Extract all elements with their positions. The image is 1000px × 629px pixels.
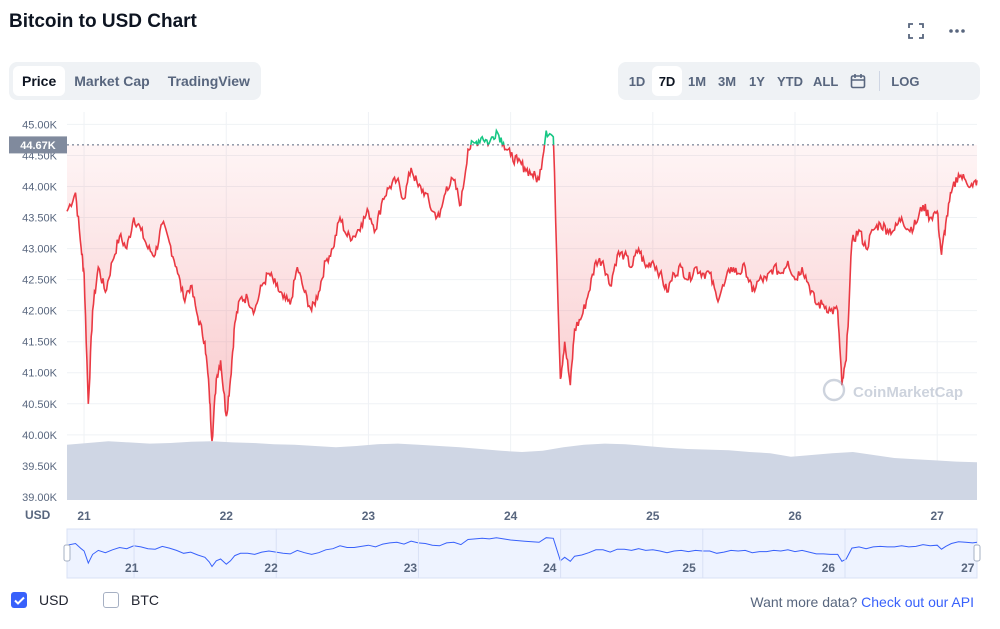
date-picker-button[interactable] [843, 66, 873, 96]
tab-price[interactable]: Price [13, 66, 66, 96]
y-tick-label: 39.50K [22, 461, 58, 473]
y-tick-label: 41.00K [22, 368, 58, 380]
navigator-tick-label: 21 [125, 561, 139, 575]
navigator-right-handle[interactable] [973, 544, 981, 562]
navigator-labels: 21 22 23 24 25 26 27 [125, 561, 975, 575]
chart-type-tabs: Price Market Cap TradingView [9, 62, 261, 100]
y-tick-label: 45.00K [22, 119, 58, 131]
y-tick-label: 43.00K [22, 244, 58, 256]
y-tick-label: 44.50K [22, 150, 58, 162]
volume-area [67, 441, 977, 500]
range-3m[interactable]: 3M [717, 73, 737, 89]
x-tick-label: 27 [931, 509, 945, 523]
btc-checkbox[interactable] [103, 592, 119, 608]
time-range-selector: 1D 7D 1M 3M 1Y YTD ALL LOG [618, 62, 980, 100]
coinmarketcap-logo-icon [822, 378, 846, 402]
watermark-text: CoinMarketCap [853, 384, 963, 401]
usd-label: USD [39, 592, 69, 608]
tab-market-cap[interactable]: Market Cap [74, 73, 150, 89]
usd-checkbox[interactable] [11, 592, 27, 608]
navigator-tick-label: 24 [543, 561, 557, 575]
x-axis-labels: 21 22 23 24 25 26 27 [77, 509, 944, 523]
x-tick-label: 25 [646, 509, 660, 523]
api-link[interactable]: Check out our API [861, 594, 974, 610]
y-tick-label: 44.00K [22, 181, 58, 193]
watermark: CoinMarketCap [822, 378, 963, 402]
navigator-tick-label: 26 [822, 561, 836, 575]
range-1y[interactable]: 1Y [749, 73, 765, 89]
x-tick-label: 23 [362, 509, 376, 523]
range-divider [879, 71, 881, 91]
navigator-grid [133, 529, 846, 578]
more-icon [949, 29, 965, 33]
range-1d[interactable]: 1D [628, 73, 646, 89]
x-tick-label: 24 [504, 509, 518, 523]
range-7d[interactable]: 7D [652, 66, 682, 96]
navigator-tick-label: 22 [264, 561, 278, 575]
api-text: Want more data? [750, 594, 858, 610]
y-tick-label: 43.50K [22, 213, 58, 225]
btc-option[interactable]: BTC [103, 592, 159, 608]
x-tick-label: 21 [77, 509, 91, 523]
current-price-tag: 44.67K [9, 136, 67, 154]
calendar-icon [850, 74, 866, 89]
api-promo: Want more data? Check out our API [750, 594, 974, 610]
price-chart: 45.00K 44.50K 44.00K 43.50K 43.00K 42.50K 42.0… [9, 112, 981, 579]
navigator-tick-label: 25 [682, 561, 696, 575]
fullscreen-icon [908, 23, 924, 39]
check-icon [13, 596, 25, 605]
x-tick-label: 22 [220, 509, 234, 523]
log-toggle[interactable]: LOG [891, 73, 920, 89]
y-tick-label: 39.00K [22, 492, 58, 504]
range-ytd[interactable]: YTD [777, 73, 803, 89]
y-tick-label: 40.00K [22, 430, 58, 442]
x-tick-label: 26 [788, 509, 802, 523]
tab-tradingview[interactable]: TradingView [167, 73, 250, 89]
more-button[interactable] [946, 20, 968, 42]
y-axis-labels: 45.00K 44.50K 44.00K 43.50K 43.00K 42.50K 42.0… [22, 119, 58, 503]
navigator-tick-label: 27 [961, 561, 975, 575]
range-navigator[interactable]: 21 22 23 24 25 26 27 [63, 528, 981, 579]
y-axis-unit: USD [25, 508, 51, 522]
y-tick-label: 42.50K [22, 275, 58, 287]
btc-label: BTC [131, 592, 159, 608]
navigator-line [66, 537, 978, 568]
y-tick-label: 40.50K [22, 399, 58, 411]
current-price-label: 44.67K [20, 140, 56, 152]
navigator-left-handle[interactable] [63, 544, 71, 562]
price-fill-area [67, 144, 977, 441]
range-1m[interactable]: 1M [687, 73, 707, 89]
page-title: Bitcoin to USD Chart [9, 11, 197, 32]
fullscreen-button[interactable] [905, 20, 927, 42]
y-tick-label: 41.50K [22, 337, 58, 349]
usd-option[interactable]: USD [11, 592, 69, 608]
range-all[interactable]: ALL [813, 73, 839, 89]
y-tick-label: 42.00K [22, 306, 58, 318]
navigator-tick-label: 23 [404, 561, 418, 575]
price-line-down [66, 144, 978, 442]
